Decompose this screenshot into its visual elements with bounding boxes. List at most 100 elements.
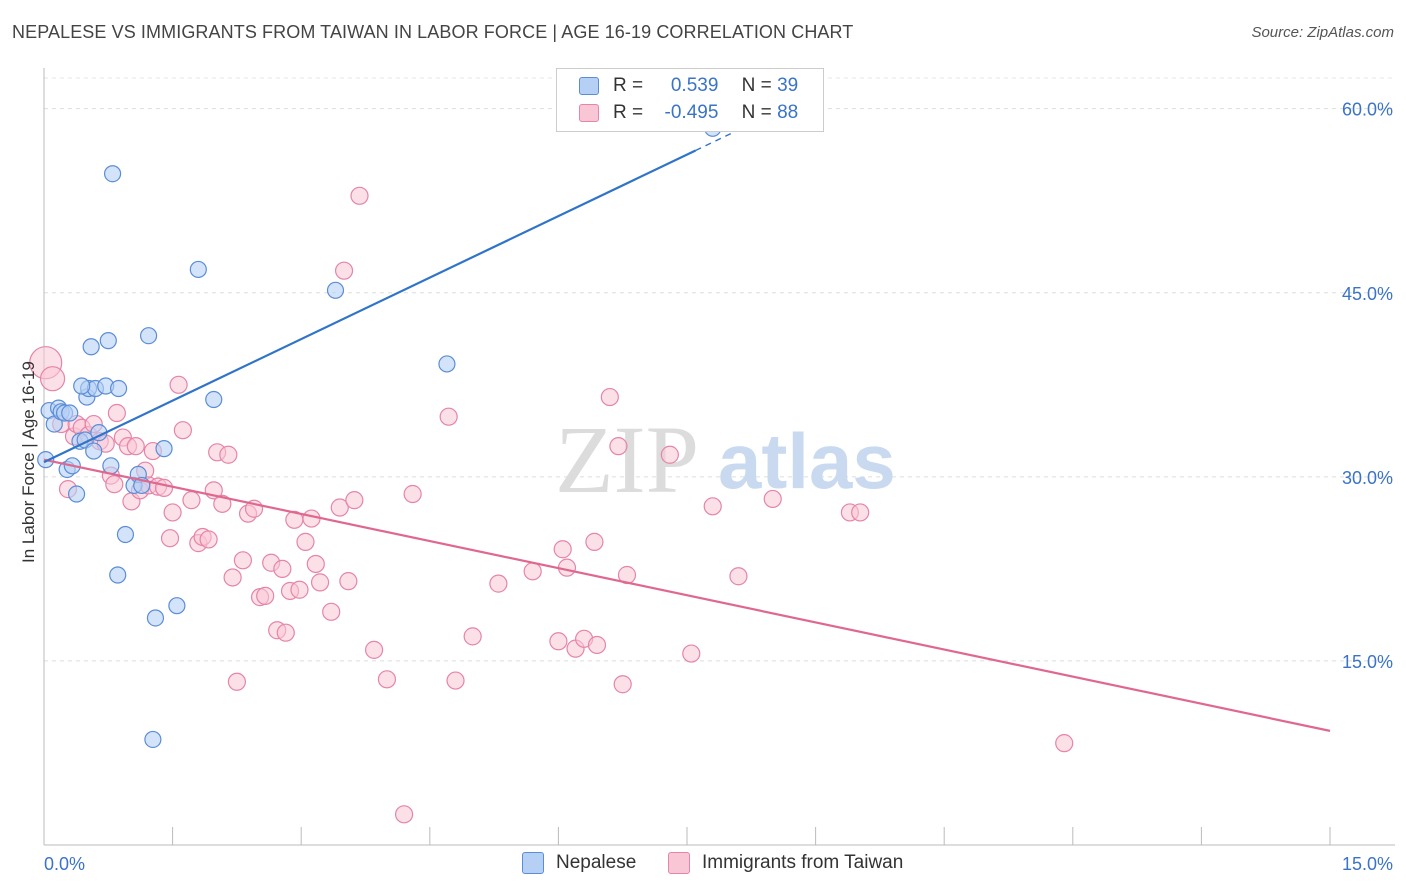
data-point-nepalese	[144, 730, 162, 749]
data-point-nepalese	[139, 327, 158, 345]
data-point-nepalese	[67, 485, 86, 503]
data-point-taiwan	[334, 261, 354, 280]
data-point-nepalese	[189, 260, 207, 279]
data-point-taiwan	[169, 375, 188, 394]
data-point-taiwan	[107, 403, 126, 423]
series-taiwan-points	[29, 186, 1074, 824]
data-point-taiwan	[213, 494, 232, 513]
data-point-taiwan	[609, 437, 628, 456]
data-point-taiwan	[160, 529, 180, 548]
data-point-taiwan	[729, 567, 748, 586]
data-point-nepalese	[146, 609, 165, 627]
data-point-taiwan	[660, 445, 679, 464]
trend-line-nepalese	[43, 149, 697, 464]
data-point-nepalese	[73, 377, 91, 395]
y-tick-label: 30.0%	[1342, 468, 1393, 488]
data-point-taiwan	[163, 503, 182, 522]
x-tick-label: 0.0%	[44, 854, 85, 874]
data-point-taiwan	[227, 672, 246, 691]
data-point-nepalese	[109, 379, 128, 398]
legend-swatch-nepalese	[579, 76, 599, 95]
bottom-legend-label-taiwan: Immigrants from Taiwan	[702, 852, 904, 874]
data-point-taiwan	[439, 407, 458, 426]
data-point-taiwan	[345, 491, 364, 510]
data-point-taiwan	[302, 509, 321, 528]
bottom-legend-taiwan: Immigrants from Taiwan	[668, 852, 903, 874]
data-point-taiwan	[600, 387, 619, 407]
data-point-taiwan	[173, 421, 192, 440]
data-point-taiwan	[446, 671, 465, 690]
series-nepalese-points	[37, 119, 722, 749]
data-point-taiwan	[489, 574, 508, 593]
data-point-taiwan	[851, 503, 870, 522]
data-point-nepalese	[155, 440, 173, 458]
bottom-legend-swatch-nepalese	[522, 852, 544, 874]
chart-title: NEPALESE VS IMMIGRANTS FROM TAIWAN IN LA…	[12, 22, 854, 42]
data-point-taiwan	[306, 554, 325, 574]
data-point-taiwan	[350, 186, 369, 205]
legend-r-value: -0.495	[664, 102, 719, 123]
bottom-legend-swatch-taiwan	[668, 852, 690, 874]
legend-swatch-taiwan	[579, 103, 599, 122]
data-point-taiwan	[339, 572, 358, 591]
data-point-nepalese	[61, 404, 79, 422]
correlation-legend: R = 0.539 N = 39 R = -0.495 N = 88	[556, 68, 824, 132]
data-point-nepalese	[326, 281, 345, 299]
data-point-taiwan	[613, 675, 632, 694]
watermark: ZIP atlas	[555, 406, 896, 513]
data-point-taiwan	[199, 530, 218, 549]
data-point-nepalese	[438, 355, 456, 373]
bottom-legend-nepalese: Nepalese	[522, 852, 636, 874]
legend-n-label: N =	[741, 75, 772, 96]
data-point-taiwan	[463, 627, 482, 646]
y-tick-label: 15.0%	[1342, 652, 1393, 672]
legend-r-label: R =	[613, 75, 644, 96]
data-point-taiwan	[403, 484, 422, 504]
bottom-legend-label-nepalese: Nepalese	[556, 852, 637, 874]
data-point-nepalese	[85, 442, 103, 460]
legend-r-label: R =	[613, 102, 644, 123]
data-point-taiwan	[273, 559, 292, 578]
data-point-taiwan	[219, 445, 238, 464]
data-point-taiwan	[682, 644, 701, 663]
y-tick-label: 45.0%	[1342, 284, 1393, 304]
data-point-nepalese	[82, 338, 100, 356]
y-tick-label: 60.0%	[1342, 100, 1393, 120]
data-point-nepalese	[109, 566, 127, 584]
data-point-taiwan	[549, 632, 568, 651]
data-point-taiwan	[223, 568, 242, 587]
data-point-taiwan	[290, 580, 309, 599]
data-point-taiwan	[322, 602, 341, 621]
data-point-taiwan	[256, 586, 275, 605]
data-point-taiwan	[296, 532, 315, 551]
data-point-nepalese	[102, 457, 120, 475]
data-point-taiwan	[703, 497, 722, 516]
data-point-taiwan	[39, 366, 66, 392]
data-point-nepalese	[99, 332, 117, 350]
legend-r-value: 0.539	[670, 75, 719, 96]
x-tick-label: 15.0%	[1342, 854, 1393, 874]
data-point-taiwan	[377, 670, 397, 689]
data-point-taiwan	[154, 478, 174, 497]
axis-labels: 15.0% 30.0% 45.0% 60.0% 0.0% 15.0% In Labor Fo…	[19, 100, 1393, 874]
data-point-taiwan	[523, 562, 542, 581]
data-point-nepalese	[116, 525, 135, 544]
legend-row-taiwan: R = -0.495 N = 88	[579, 102, 798, 126]
data-point-taiwan	[585, 532, 604, 551]
data-point-taiwan	[182, 491, 201, 510]
data-point-taiwan	[364, 640, 384, 659]
data-point-nepalese	[205, 390, 223, 409]
data-point-taiwan	[126, 437, 145, 456]
data-point-taiwan	[330, 498, 349, 517]
data-point-taiwan	[233, 551, 253, 570]
watermark-atlas: atlas	[718, 417, 896, 505]
data-point-taiwan	[1055, 734, 1074, 753]
source-label: Source: ZipAtlas.com	[1251, 24, 1394, 41]
y-axis-title: In Labor Force | Age 16-19	[19, 361, 38, 563]
trend-line-taiwan	[43, 458, 1331, 732]
data-point-taiwan	[394, 805, 414, 824]
legend-n-value: 88	[777, 102, 799, 123]
legend-row-nepalese: R = 0.539 N = 39	[579, 75, 798, 99]
legend-n-value: 39	[777, 75, 799, 96]
